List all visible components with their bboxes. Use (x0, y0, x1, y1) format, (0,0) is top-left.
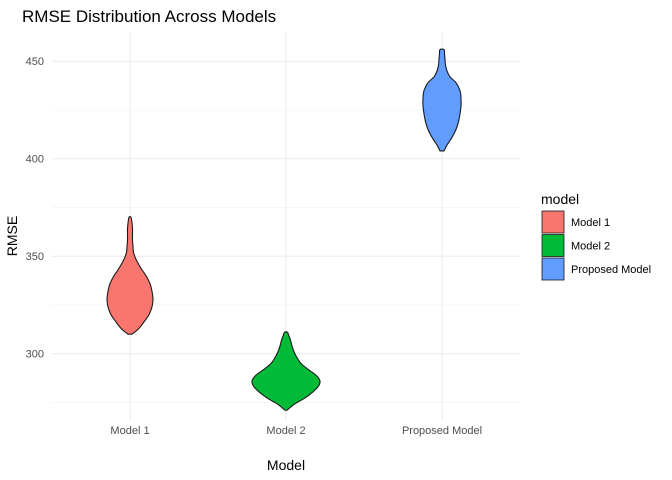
y-tick-label: 300 (26, 349, 44, 361)
violin-model-1 (106, 215, 154, 335)
legend: model Model 1 Model 2 Proposed Model (541, 191, 651, 281)
x-axis-title: Model (267, 457, 305, 473)
legend-title: model (541, 191, 579, 207)
x-tick-label: Proposed Model (402, 425, 482, 437)
violin-proposed-model (422, 48, 462, 152)
legend-swatch (541, 210, 565, 234)
chart-title: RMSE Distribution Across Models (22, 7, 276, 26)
violin-layer (106, 48, 462, 411)
y-tick-label: 450 (26, 56, 44, 68)
legend-label: Model 2 (571, 241, 610, 253)
legend-swatch (541, 234, 565, 257)
legend-swatch (541, 257, 565, 281)
x-tick-label: Model 1 (110, 425, 149, 437)
y-tick-label: 350 (26, 251, 44, 263)
legend-items: Model 1 Model 2 Proposed Model (541, 210, 651, 281)
y-tick-label: 400 (26, 154, 44, 166)
violin-model-2 (251, 331, 321, 411)
x-tick-label: Model 2 (266, 425, 305, 437)
y-axis-title: RMSE (4, 216, 20, 256)
tick-layer: 300 350 400 450 Model 1 Model 2 Proposed Model (26, 56, 482, 437)
legend-label: Proposed Model (571, 264, 651, 276)
legend-label: Model 1 (571, 217, 610, 229)
